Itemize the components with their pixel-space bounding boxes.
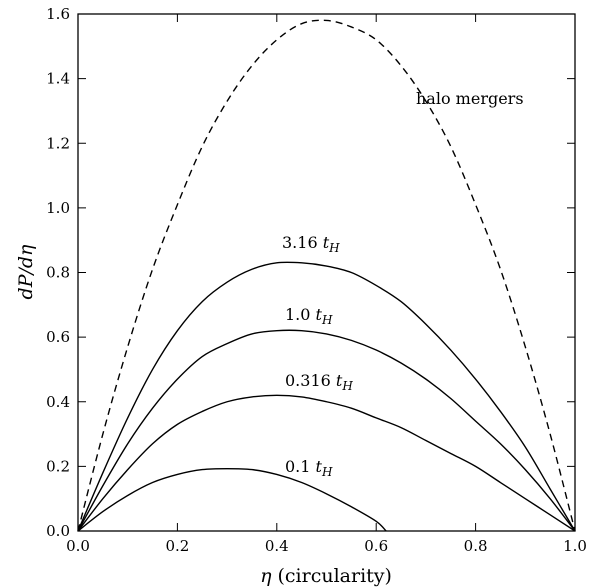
series-line-2 — [77, 329, 576, 532]
y-axis-label: dP/dη — [15, 244, 37, 300]
series-line-3 — [77, 394, 576, 532]
series-label-3: 0.316 tH — [285, 371, 353, 393]
series-label-1: 3.16 tH — [282, 233, 340, 255]
y-tick-label: 0.4 — [46, 393, 70, 411]
x-tick-label: 1.0 — [563, 537, 587, 555]
x-axis-ticks: 0.0 0.2 0.4 0.6 0.8 1.0 — [66, 14, 587, 555]
y-axis-ticks: 0.0 0.2 0.4 0.6 0.8 1.0 1.2 1.4 1.6 — [46, 5, 575, 540]
series-label-2: 1.0 tH — [285, 305, 333, 327]
series-line-4 — [77, 467, 387, 532]
x-axis-label: η (circularity) — [260, 565, 392, 587]
y-tick-label: 0.2 — [46, 457, 70, 475]
y-tick-label: 1.0 — [46, 199, 70, 217]
y-tick-label: 0.6 — [46, 328, 70, 346]
x-tick-label: 0.2 — [165, 537, 189, 555]
y-tick-label: 1.6 — [46, 5, 70, 23]
y-tick-label: 1.2 — [46, 134, 70, 152]
x-tick-label: 0.6 — [364, 537, 388, 555]
series-label-4: 0.1 tH — [285, 457, 333, 479]
series-layer — [77, 19, 576, 532]
y-tick-label: 1.4 — [46, 70, 70, 88]
x-tick-label: 0.0 — [66, 537, 90, 555]
series-label-0: halo mergers — [416, 89, 524, 108]
y-tick-label: 0.8 — [46, 264, 70, 282]
curve-labels: halo mergers 3.16 tH 1.0 tH 0.316 tH 0.1 tH — [282, 89, 524, 479]
series-line-0 — [77, 19, 576, 532]
x-tick-label: 0.4 — [265, 537, 289, 555]
y-tick-label: 0.0 — [46, 522, 70, 540]
series-line-1 — [77, 261, 576, 532]
x-tick-label: 0.8 — [464, 537, 488, 555]
